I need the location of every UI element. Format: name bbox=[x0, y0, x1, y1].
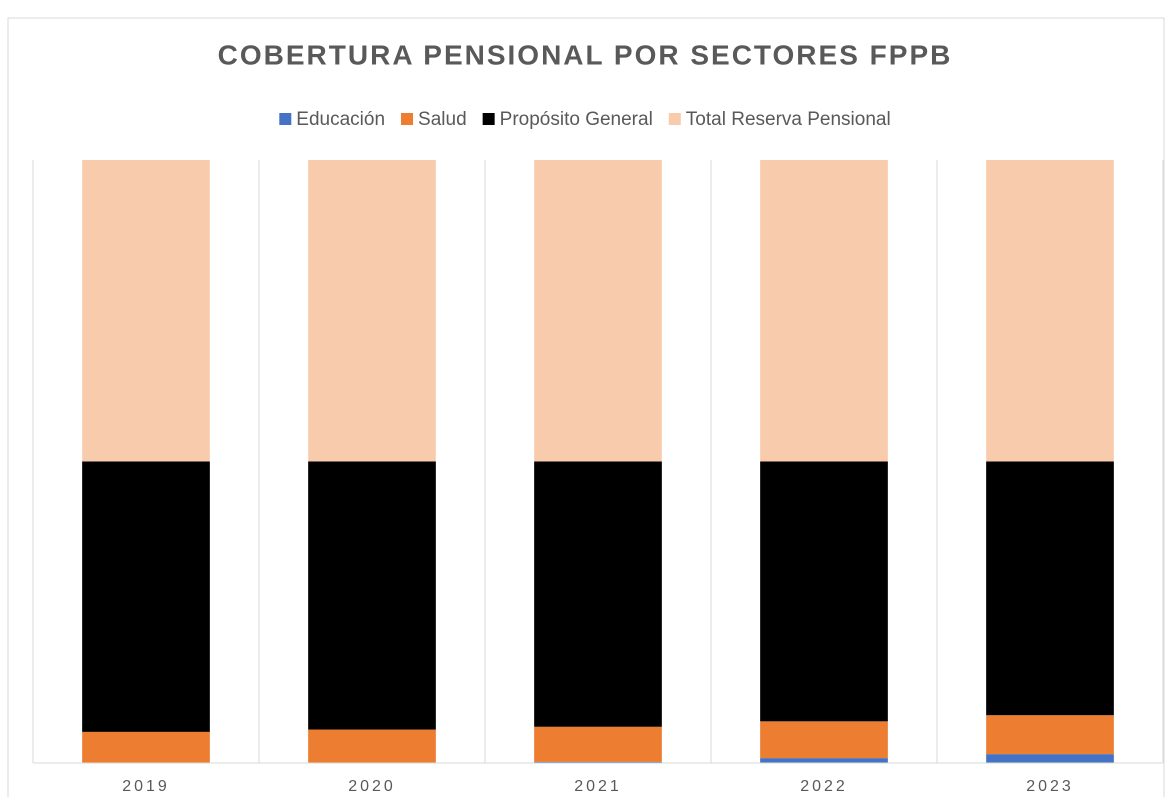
bar-segment bbox=[986, 160, 1114, 462]
x-tick-label: 2023 bbox=[1026, 778, 1074, 795]
bar-segment bbox=[986, 462, 1114, 716]
legend-swatch bbox=[669, 113, 681, 125]
bar-segment bbox=[308, 730, 436, 763]
bar-segment bbox=[82, 732, 210, 763]
bar-segment bbox=[308, 462, 436, 730]
legend-label: Total Reserva Pensional bbox=[686, 109, 891, 130]
bar-segment bbox=[534, 160, 662, 462]
bar-segment bbox=[308, 160, 436, 462]
chart-title: COBERTURA PENSIONAL POR SECTORES FPPB bbox=[218, 39, 953, 70]
x-tick-label: 2019 bbox=[122, 778, 170, 795]
legend: Educación Salud Propósito General Total Res… bbox=[279, 109, 890, 130]
plot-area: 4.165771.2306.735.6567.511.0514.592865.9… bbox=[33, 160, 1163, 795]
bar-segment bbox=[82, 462, 210, 732]
legend-swatch bbox=[279, 113, 291, 125]
bar-segment bbox=[82, 160, 210, 462]
bar-segment bbox=[760, 462, 888, 722]
legend-label: Salud bbox=[418, 109, 467, 130]
x-tick-label: 2020 bbox=[348, 778, 396, 795]
legend-label: Educación bbox=[296, 109, 385, 130]
bar-segment bbox=[534, 727, 662, 762]
legend-label: Propósito General bbox=[500, 109, 653, 130]
bar-segment bbox=[760, 160, 888, 462]
x-tick-label: 2021 bbox=[574, 778, 622, 795]
legend-swatch bbox=[483, 113, 495, 125]
bar-segment bbox=[986, 715, 1114, 754]
bar-segment bbox=[986, 754, 1114, 763]
bar-segment bbox=[760, 721, 888, 758]
legend-swatch bbox=[401, 113, 413, 125]
bar-segment bbox=[760, 758, 888, 763]
bar-segment bbox=[534, 462, 662, 727]
x-tick-label: 2022 bbox=[800, 778, 848, 795]
